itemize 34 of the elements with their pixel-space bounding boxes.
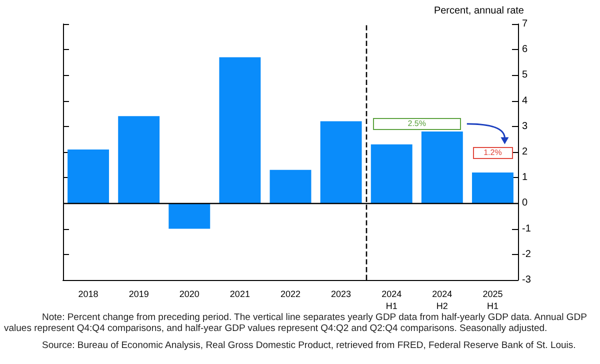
bar bbox=[472, 172, 514, 204]
bar bbox=[118, 116, 160, 204]
y-tick-label: 1 bbox=[522, 172, 528, 184]
y-tick-label: 5 bbox=[522, 70, 528, 81]
x-tick-label: 2024 H1 bbox=[382, 289, 402, 311]
y-axis-title: Percent, annual rate bbox=[434, 6, 524, 16]
y-tick-label: 3 bbox=[522, 120, 528, 132]
y-tick-label: 7 bbox=[522, 18, 528, 30]
bar bbox=[370, 144, 412, 204]
bar bbox=[421, 132, 463, 204]
bar bbox=[219, 57, 261, 204]
y-tick-label: 0 bbox=[522, 198, 528, 209]
x-tick-label: 2018 bbox=[78, 289, 98, 299]
x-tick-label: 2022 bbox=[280, 289, 301, 299]
x-tick-label: 2020 bbox=[179, 289, 200, 299]
x-tick-label: 2023 bbox=[331, 289, 352, 299]
x-tick-label: 2021 bbox=[230, 289, 250, 299]
bar bbox=[320, 121, 362, 204]
x-tick-label: 2024 H2 bbox=[432, 289, 452, 311]
bar bbox=[270, 170, 312, 204]
bar bbox=[68, 149, 110, 204]
y-tick-label: -2 bbox=[522, 248, 532, 260]
source-note: Source: Bureau of Economic Analysis, Real Gross Domestic Product, retrieved from FRED, Federal Reserve Bank of St. Louis. bbox=[41, 340, 577, 351]
annotation: 2.5% bbox=[372, 118, 461, 130]
y-tick-label: -1 bbox=[522, 223, 532, 234]
x-tick-label: 2019 bbox=[128, 289, 149, 299]
y-tick-label: 4 bbox=[522, 95, 528, 106]
x-tick-label: 2025 H1 bbox=[482, 289, 503, 311]
annotation: 1.2% bbox=[472, 147, 513, 160]
y-tick-label: -3 bbox=[522, 274, 532, 286]
bar bbox=[168, 203, 210, 229]
y-tick-label: 6 bbox=[522, 44, 528, 56]
text: Note: Percent change from preceding period. The vertical line separates yearly GDP data from half-yearly GDP data. Annual GDP values represent Q4:Q4 comparisons, and half-year GDP values represent Q4:Q2 and Q2:Q4 comparisons. Seasonally adjusted. bbox=[4, 312, 588, 334]
y-tick-label: 2 bbox=[522, 146, 528, 158]
